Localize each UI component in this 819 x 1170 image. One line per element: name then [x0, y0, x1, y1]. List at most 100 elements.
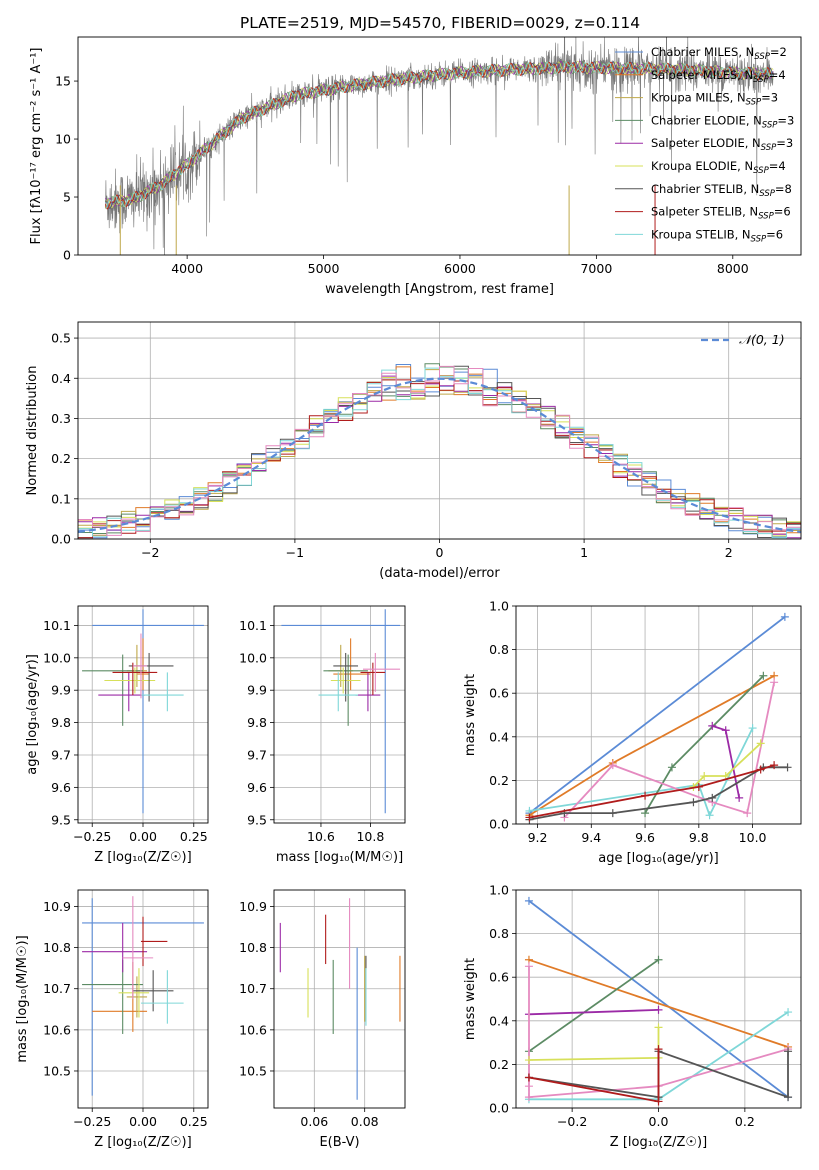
legend-value: =6 — [774, 205, 791, 219]
legend-text: Kroupa ELODIE, N — [651, 159, 753, 173]
y-tick-label: 0.2 — [489, 1057, 509, 1072]
y-tick-label: 9.6 — [247, 780, 267, 795]
y-axis-label: mass [log₁₀(M/M☉)] — [15, 935, 30, 1062]
histogram-lines — [78, 363, 801, 539]
y-tick-label: 10.8 — [239, 940, 267, 955]
weight-point-marker — [708, 721, 717, 730]
x-tick-label: 0.25 — [180, 829, 208, 844]
legend-entry: Salpeter STELIB, NSSP=6 — [651, 205, 791, 222]
y-tick-label: 0.0 — [489, 817, 509, 832]
weight-point-marker — [735, 793, 744, 802]
axes-frame — [77, 321, 802, 540]
x-tick-label: 9.4 — [581, 830, 601, 845]
y-tick-label: 10.5 — [239, 1063, 267, 1078]
errorbars — [82, 609, 204, 814]
weight-series-line — [528, 900, 789, 1098]
x-tick-label: 6000 — [444, 261, 476, 276]
axes-frame — [515, 889, 802, 1109]
x-axis-label: wavelength [Angstrom, rest frame] — [325, 282, 554, 297]
y-tick-label: 0.2 — [489, 773, 509, 788]
y-tick-label: 9.8 — [247, 715, 267, 730]
y-tick-label: 9.6 — [51, 780, 71, 795]
legend-subscript: SSP — [758, 212, 774, 222]
y-tick-label: 0.8 — [489, 926, 509, 941]
x-tick-label: 0 — [436, 545, 444, 560]
weight-point-marker — [654, 955, 663, 964]
weight-point-marker — [608, 809, 617, 818]
x-tick-label: 9.2 — [528, 830, 548, 845]
x-tick-label: 9.6 — [635, 830, 655, 845]
legend-text: Chabrier STELIB, N — [651, 182, 759, 196]
y-tick-label: 9.5 — [51, 812, 71, 827]
legend-text: Salpeter ELODIE, N — [651, 136, 761, 150]
weight-point-marker — [524, 1056, 533, 1065]
x-tick-label: 8000 — [717, 261, 749, 276]
x-tick-label: 1 — [580, 545, 588, 560]
y-tick-label: 1.0 — [489, 599, 509, 614]
y-axis-label: mass weight — [463, 958, 478, 1040]
x-tick-label: 0.25 — [180, 1114, 208, 1129]
y-tick-label: 10.6 — [239, 1022, 267, 1037]
weight-point-marker — [700, 772, 709, 781]
axes-frame — [515, 605, 802, 825]
x-axis-label: Z [log₁₀(Z/Z☉)] — [610, 1135, 707, 1150]
weight-point-marker — [654, 1005, 663, 1014]
axes-frame — [77, 36, 802, 256]
y-tick-label: 0.1 — [51, 491, 71, 506]
weight-point-marker — [783, 763, 792, 772]
x-axis-label: Z [log₁₀(Z/Z☉)] — [94, 1135, 191, 1150]
y-tick-label: 10.9 — [239, 899, 267, 914]
weight-point-marker — [743, 809, 752, 818]
x-tick-label: 0.0 — [649, 1114, 669, 1129]
weight-point-marker — [667, 763, 676, 772]
weight-point-marker — [524, 1073, 533, 1082]
weight-point-marker — [708, 793, 717, 802]
y-tick-label: 0.8 — [489, 642, 509, 657]
y-tick-label: 0.6 — [489, 686, 509, 701]
weight-point-marker — [654, 1097, 663, 1106]
y-axis-label: mass weight — [463, 674, 478, 756]
legend-text: Chabrier MILES, N — [651, 45, 754, 59]
legend-value: =2 — [770, 45, 787, 59]
legend-subscript: SSP — [761, 143, 777, 153]
x-tick-label: −2 — [141, 545, 159, 560]
weight-point-marker — [608, 761, 617, 770]
axes-frame — [273, 605, 406, 824]
y-tick-label: 1.0 — [489, 883, 509, 898]
weight-point-marker — [524, 1093, 533, 1102]
errorbars — [279, 898, 401, 1100]
y-tick-label: 0.4 — [51, 371, 71, 386]
y-tick-label: 10.1 — [43, 618, 71, 633]
legend-subscript: SSP — [753, 75, 769, 85]
y-tick-label: 9.9 — [51, 683, 71, 698]
y-tick-label: 0.3 — [51, 411, 71, 426]
errorbars — [82, 896, 204, 1096]
model-spectrum-line — [105, 61, 774, 210]
legend-text: Kroupa STELIB, N — [651, 227, 751, 241]
legend-entry: 𝒩(0, 1) — [739, 332, 785, 347]
legend-value: =3 — [777, 113, 794, 127]
residuals-panel: −2 −1 0 1 2 0.0 0.1 0.2 0.3 0.4 0.5 (data-model)/er… — [25, 321, 802, 581]
weight-series-line — [528, 958, 789, 1048]
legend-value: =4 — [769, 68, 786, 82]
x-tick-label: 0.08 — [351, 1114, 379, 1129]
y-tick-label: 0.2 — [51, 451, 71, 466]
y-tick-label: 10 — [55, 132, 71, 147]
y-tick-label: 10.9 — [43, 899, 71, 914]
x-tick-label: −1 — [286, 545, 304, 560]
y-axis-label: Normed distribution — [25, 366, 40, 496]
legend-text: Salpeter STELIB, N — [651, 205, 758, 219]
x-tick-label: −0.2 — [557, 1114, 587, 1129]
legend-text: Salpeter MILES, N — [651, 68, 753, 82]
weight-point-marker — [654, 1023, 663, 1032]
weight-point-marker — [784, 1047, 793, 1056]
x-tick-label: 2 — [725, 545, 733, 560]
residual-histogram — [78, 365, 801, 536]
y-tick-label: 0.6 — [489, 970, 509, 985]
weight-point-marker — [689, 798, 698, 807]
x-axis-label: mass [log₁₀(M/M☉)] — [276, 850, 403, 865]
legend-value: =3 — [776, 136, 793, 150]
normal-distribution-curve — [78, 377, 801, 534]
legend-text: Chabrier ELODIE, N — [651, 113, 762, 127]
legend-text: Kroupa MILES, N — [651, 91, 746, 105]
